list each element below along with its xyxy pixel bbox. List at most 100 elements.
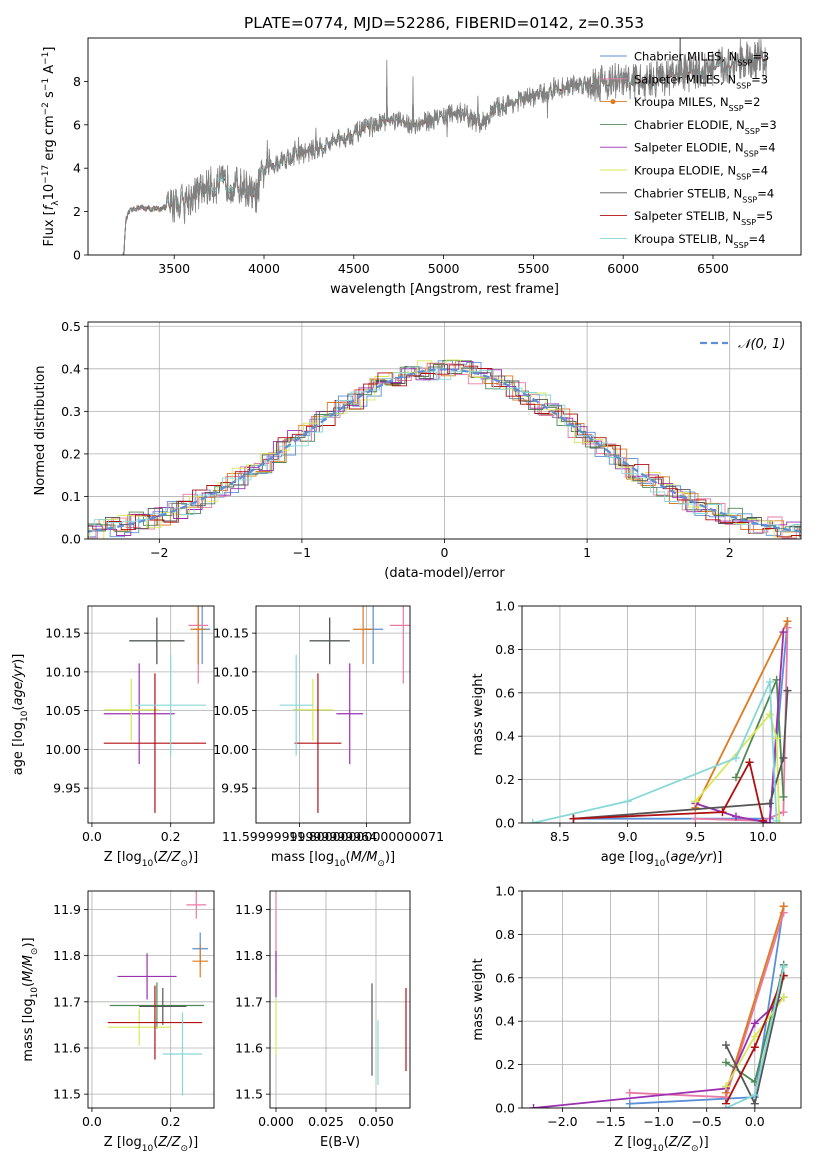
y-tick-label: 10.00: [45, 742, 81, 757]
axes-frame: [521, 605, 802, 824]
weight-marker-chab_stelib: [779, 753, 788, 762]
weight-marker-salp_elodie: [765, 819, 774, 823]
age_vs_z-y-axis-label: age [log10(age/yr)]: [11, 654, 30, 776]
mass_vs_ebv-plot-area: [270, 891, 410, 1108]
axes-frame: [255, 605, 411, 824]
x-tick-label: 0.000: [258, 1114, 294, 1129]
weight-line-salp_stelib: [573, 759, 764, 822]
y-tick-label: 4: [73, 161, 81, 176]
y-tick-label: 0.2: [495, 1057, 515, 1072]
mass_vs_ebv-x-axis-label: E(B-V): [320, 1135, 360, 1150]
weight-marker-salp_stelib: [745, 758, 754, 767]
y-tick-label: 11.9: [53, 902, 81, 917]
y-tick-label: 0.3: [61, 404, 81, 419]
weight-marker-krou_elodie: [772, 734, 781, 743]
weight-marker-krou_elodie: [750, 1032, 759, 1041]
weight-marker-chab_miles: [625, 1099, 634, 1108]
y-tick-label: 11.5: [235, 1087, 263, 1102]
weight-marker-chab_elodie: [721, 1058, 730, 1067]
weight-marker-salp_miles: [691, 814, 700, 823]
y-tick-label: 11.9: [235, 902, 263, 917]
y-tick-label: 0.4: [495, 729, 515, 744]
x-tick-label: 0.0: [745, 1114, 765, 1129]
y-tick-label: 10.10: [45, 664, 81, 679]
weight-marker-salp_stelib: [759, 816, 768, 823]
legend-label-krou_miles: Kroupa MILES, NSSP=2: [634, 95, 760, 113]
x-tick-label: 9.5: [685, 829, 705, 844]
weight-marker-salp_stelib: [569, 814, 578, 823]
x-tick-label: 0.025: [308, 1114, 344, 1129]
spectrum-y-axis-label: Flux [fλ10−17 erg cm−2 s−1 A−1]: [41, 47, 61, 247]
spectrum-panel: 3500 4000 4500 5000 5500 6000 6500 0 2 4 6 8 wavelen…: [41, 37, 802, 297]
y-tick-label: 10.05: [213, 703, 249, 718]
y-tick-label: 1.0: [495, 599, 515, 614]
weight-marker-krou_stelib: [765, 677, 774, 686]
y-tick-label: 10.00: [213, 742, 249, 757]
weight-line-krou_stelib: [532, 681, 778, 823]
weight-marker-chab_stelib: [750, 1099, 759, 1108]
legend-label-chab_miles: Chabrier MILES, NSSP=3: [634, 50, 769, 68]
y-tick-label: 11.6: [235, 1040, 263, 1055]
y-tick-label: 10.15: [45, 626, 81, 641]
mass-weight-vs-z-panel: −2.0 −1.5 −1.0 −0.5 0.0 0.0 0.2 0.4 0.6 0.8 1.0 Z […: [471, 884, 802, 1154]
x-tick-label: 0.0: [82, 1114, 102, 1129]
x-tick-label: −1.0: [643, 1114, 673, 1129]
x-tick-label: 1: [583, 545, 591, 560]
weight-marker-salp_elodie: [750, 1019, 759, 1028]
weight-marker-krou_elodie: [721, 1082, 730, 1091]
x-tick-label: 6500: [697, 261, 729, 276]
x-tick-label: −1.5: [595, 1114, 625, 1129]
legend-label-salp_miles: Salpeter MILES, NSSP=3: [634, 72, 768, 90]
weight-marker-salp_elodie: [529, 1104, 538, 1108]
y-tick-label: 11.6: [53, 1040, 81, 1055]
age_vs_z-x-axis-label: Z [log10(Z/Z⊙)]: [104, 850, 198, 869]
y-tick-label: 0.0: [495, 816, 515, 831]
mass_vs_z-x-axis-label: Z [log10(Z/Z⊙)]: [104, 1135, 198, 1154]
x-tick-label: −1: [293, 545, 311, 560]
y-tick-label: 10.10: [213, 664, 249, 679]
y-tick-label: 11.8: [53, 948, 81, 963]
x-tick-label: 4000: [248, 261, 280, 276]
y-tick-label: 11.8: [235, 948, 263, 963]
weight-marker-salp_miles: [625, 1088, 634, 1097]
spectrum-plot-area: [122, 38, 767, 255]
y-tick-label: 0.0: [495, 1101, 515, 1116]
mass_weight_vs_age-x-axis-label: age [log10(age/yr)]: [601, 850, 723, 869]
mass-vs-z-panel: 0.0 0.2 11.5 11.6 11.7 11.8 11.9 Z [log10(Z/Z⊙)…: [21, 890, 215, 1154]
x-tick-label: 2: [726, 545, 734, 560]
axes-frame: [269, 890, 411, 1109]
y-tick-label: 9.95: [53, 781, 81, 796]
x-tick-label: 11.59999999999999964: [222, 829, 377, 844]
axes-frame: [87, 37, 802, 256]
weight-marker-chab_stelib: [721, 1041, 730, 1050]
legend-marker: [610, 99, 616, 105]
y-tick-label: 0.5: [61, 319, 81, 334]
y-tick-label: 2: [73, 204, 81, 219]
histogram-chab_elodie: [88, 359, 801, 538]
y-tick-label: 10.05: [45, 703, 81, 718]
mass-vs-ebv-panel: 0.000 0.025 0.050 11.5 11.6 11.7 11.8 11.9 E(B-V…: [235, 890, 411, 1150]
mass_weight_vs_z-x-axis-label: Z [log10(Z/Z⊙)]: [614, 1135, 708, 1154]
y-tick-label: 11.7: [53, 994, 81, 1009]
histogram-salp_miles: [88, 363, 801, 539]
mass_weight_vs_z-y-axis-label: mass weight: [471, 958, 486, 1040]
weight-marker-chab_stelib: [783, 686, 792, 695]
figure-title: PLATE=0774, MJD=52286, FIBERID=0142, z=0…: [244, 14, 644, 32]
histogram-salp_elodie: [88, 361, 801, 536]
weight-marker-krou_miles: [779, 902, 788, 911]
weight-marker-krou_miles: [783, 617, 792, 626]
axes-frame: [521, 890, 802, 1109]
mass_weight_vs_age-y-axis-label: mass weight: [471, 673, 486, 755]
legend-label-gaussian: 𝒩(0, 1): [738, 337, 785, 352]
x-tick-label: 4500: [338, 261, 370, 276]
weight-line-krou_miles: [725, 905, 785, 1094]
mass_vs_z-y-axis-label: mass [log10(M/M⊙)]: [21, 937, 40, 1061]
weight-marker-krou_stelib: [528, 819, 537, 823]
axes-frame: [87, 890, 215, 1109]
weight-marker-salp_stelib: [718, 808, 727, 817]
age-vs-z-panel: 0.0 0.2 9.95 10.00 10.05 10.10 10.15 Z [log10(Z…: [11, 605, 215, 869]
x-tick-label: 0: [441, 545, 449, 560]
y-tick-label: 0.8: [495, 642, 515, 657]
weight-marker-krou_stelib: [750, 1090, 759, 1099]
residuals-plot-area: [88, 322, 801, 539]
